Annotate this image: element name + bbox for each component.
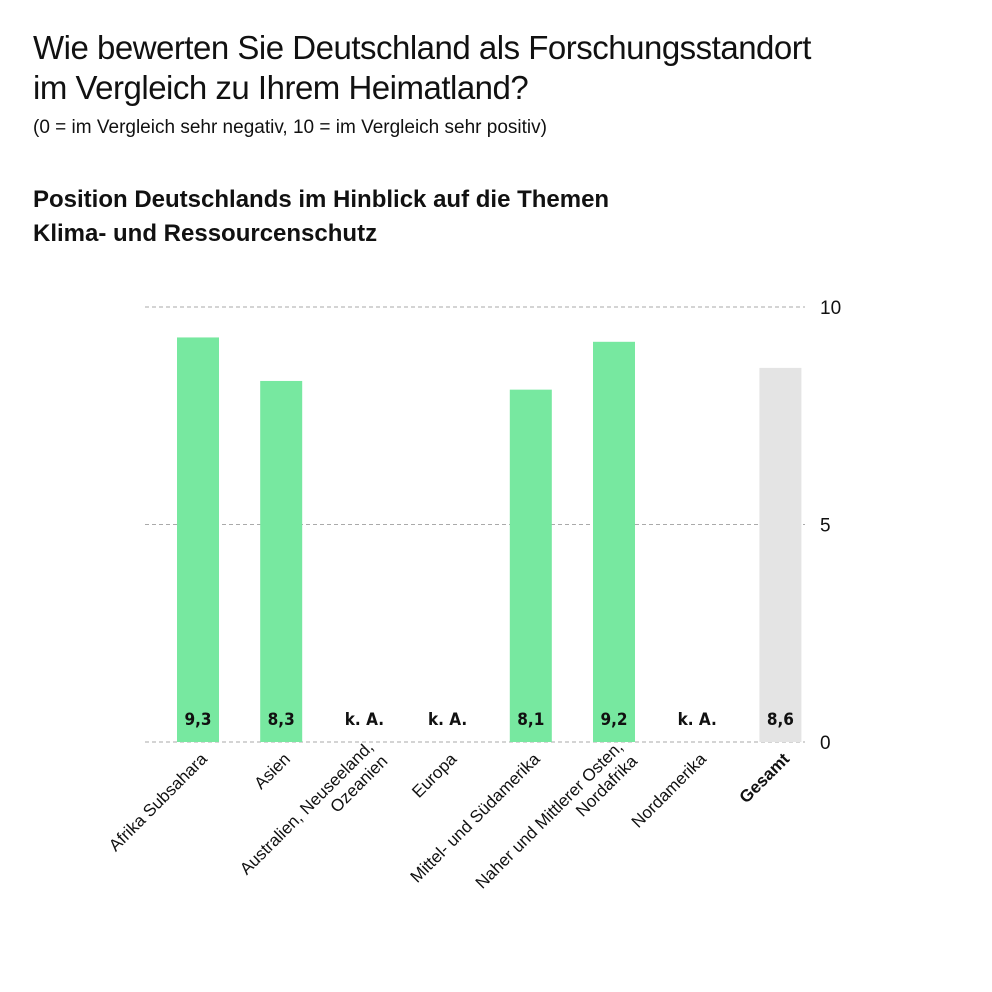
bar (177, 337, 219, 742)
x-tick-label-line: Afrika Subsahara (105, 749, 211, 855)
x-tick-label-line: Australien, Neuseeland, (236, 737, 377, 878)
x-tick-label: Nordamerika (628, 749, 711, 832)
data-label: 9,3 (184, 710, 211, 730)
x-tick-label: Gesamt (736, 749, 794, 807)
data-label: 8,6 (767, 710, 794, 730)
x-tick-label-line: Nordamerika (628, 749, 711, 832)
bar (509, 389, 552, 742)
data-label: 8,1 (517, 710, 544, 730)
data-label: 8,3 (268, 710, 295, 730)
x-tick-label-line: Asien (251, 749, 295, 793)
x-tick-label-line: Naher und Mittlerer Osten, (472, 737, 627, 892)
data-label: k. A. (428, 710, 467, 730)
chart-title-line-1: Position Deutschlands im Hinblick auf di… (33, 186, 610, 213)
x-tick-label-line: Europa (408, 749, 461, 802)
subtitle: (0 = im Vergleich sehr negativ, 10 = im … (33, 117, 547, 138)
y-tick-label: 0 (820, 733, 831, 754)
data-label: k. A. (678, 710, 717, 730)
data-label: 9,2 (600, 710, 627, 730)
chart-title: Position Deutschlands im Hinblick auf di… (33, 183, 609, 251)
x-tick-label: Afrika Subsahara (105, 749, 211, 855)
x-tick-label: Australien, Neuseeland,Ozeanien (236, 737, 391, 892)
x-tick-label: Asien (251, 749, 295, 793)
x-tick-label-line: Gesamt (736, 749, 794, 807)
y-tick-label: 5 (820, 516, 831, 537)
y-tick-label: 10 (820, 298, 841, 319)
page-title: Wie bewerten Sie Deutschland als Forschu… (33, 28, 811, 108)
bar (759, 367, 802, 742)
x-tick-label: Europa (408, 749, 461, 802)
data-label: k. A. (345, 710, 384, 730)
title-line-1: Wie bewerten Sie Deutschland als Forschu… (33, 29, 811, 66)
x-tick-label: Naher und Mittlerer Osten,Nordafrika (472, 737, 642, 907)
title-line-2: im Vergleich zu Ihrem Heimatland? (33, 69, 529, 106)
bar (593, 341, 635, 742)
chart-title-line-2: Klima- und Ressourcenschutz (33, 220, 378, 247)
bar (260, 380, 303, 742)
